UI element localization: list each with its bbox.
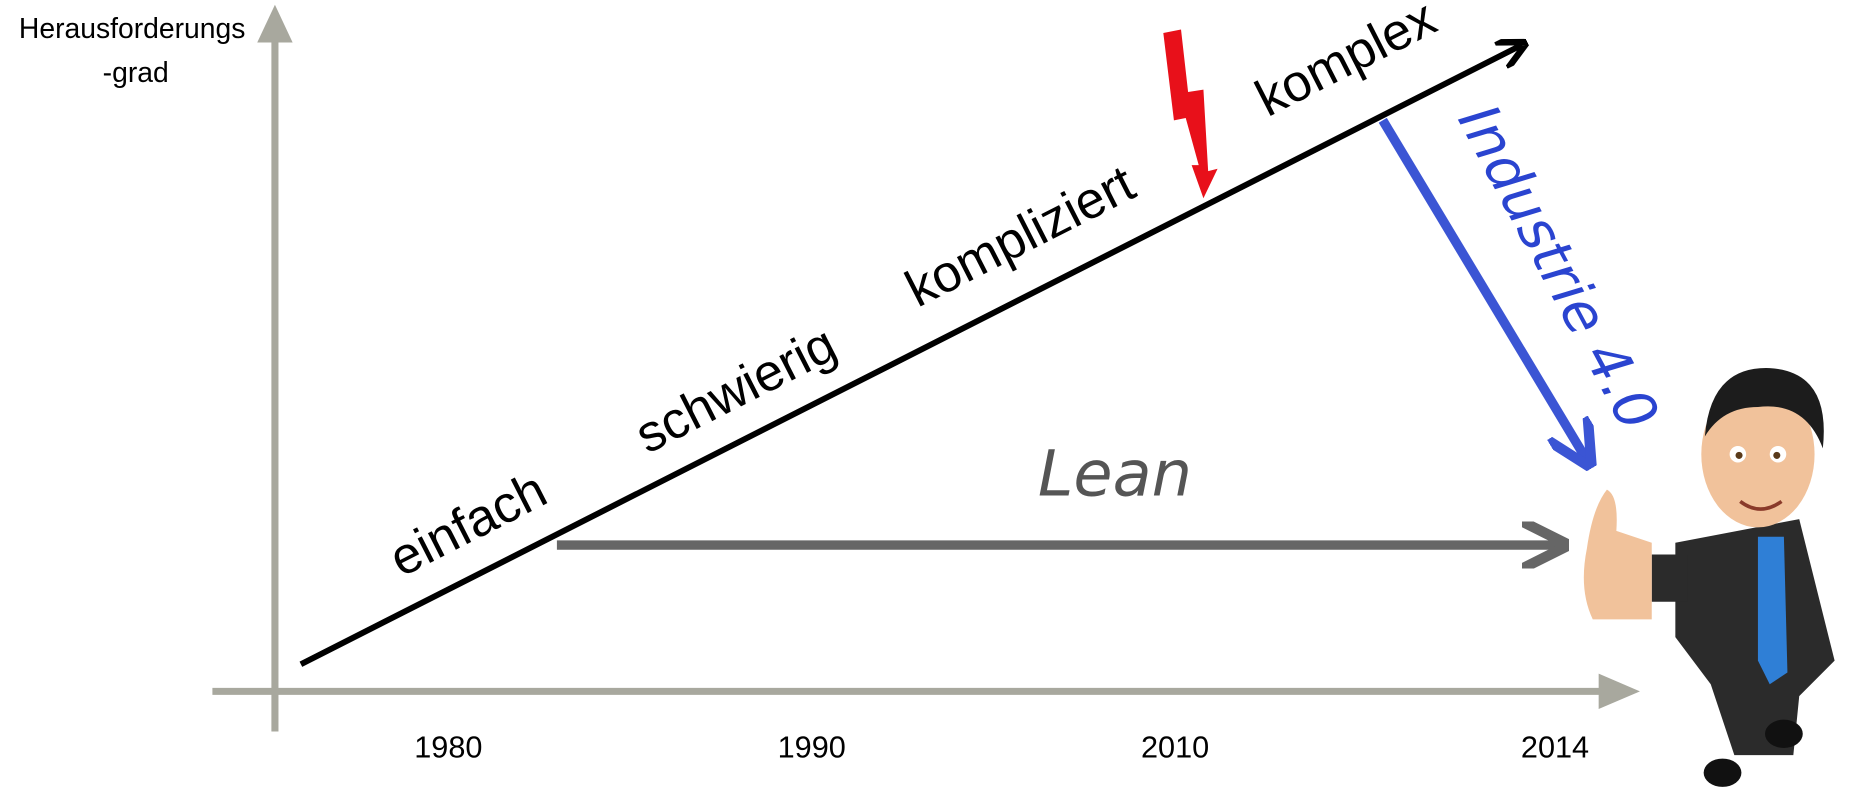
stage-label: einfach bbox=[380, 461, 555, 589]
x-axis-head bbox=[1599, 674, 1640, 709]
complexity-line bbox=[301, 45, 1522, 664]
y-label: -grad bbox=[103, 56, 169, 88]
lightning bbox=[1163, 29, 1217, 198]
page: {"axis": {"y_label": ["Herausforderungs"… bbox=[0, 0, 1850, 794]
x-label: 2014 bbox=[1521, 730, 1589, 764]
stage-label: kompliziert bbox=[897, 154, 1145, 319]
x-label: 1980 bbox=[414, 730, 482, 764]
stage-label: komplex bbox=[1247, 0, 1446, 128]
digital-label: Industrie 4.0 bbox=[1445, 94, 1671, 441]
diagram: Herausforderungs -grad 1980 1990 2010 20… bbox=[0, 0, 1850, 794]
x-label: 1990 bbox=[778, 730, 846, 764]
y-label: Herausforderungs bbox=[19, 12, 246, 44]
x-label: 2010 bbox=[1141, 730, 1209, 764]
lean-label: Lean bbox=[1038, 437, 1192, 511]
y-axis-head bbox=[257, 5, 292, 43]
